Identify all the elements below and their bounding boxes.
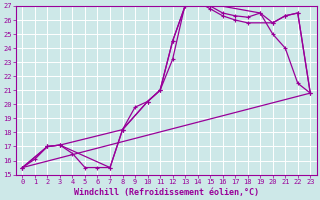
X-axis label: Windchill (Refroidissement éolien,°C): Windchill (Refroidissement éolien,°C) (74, 188, 259, 197)
